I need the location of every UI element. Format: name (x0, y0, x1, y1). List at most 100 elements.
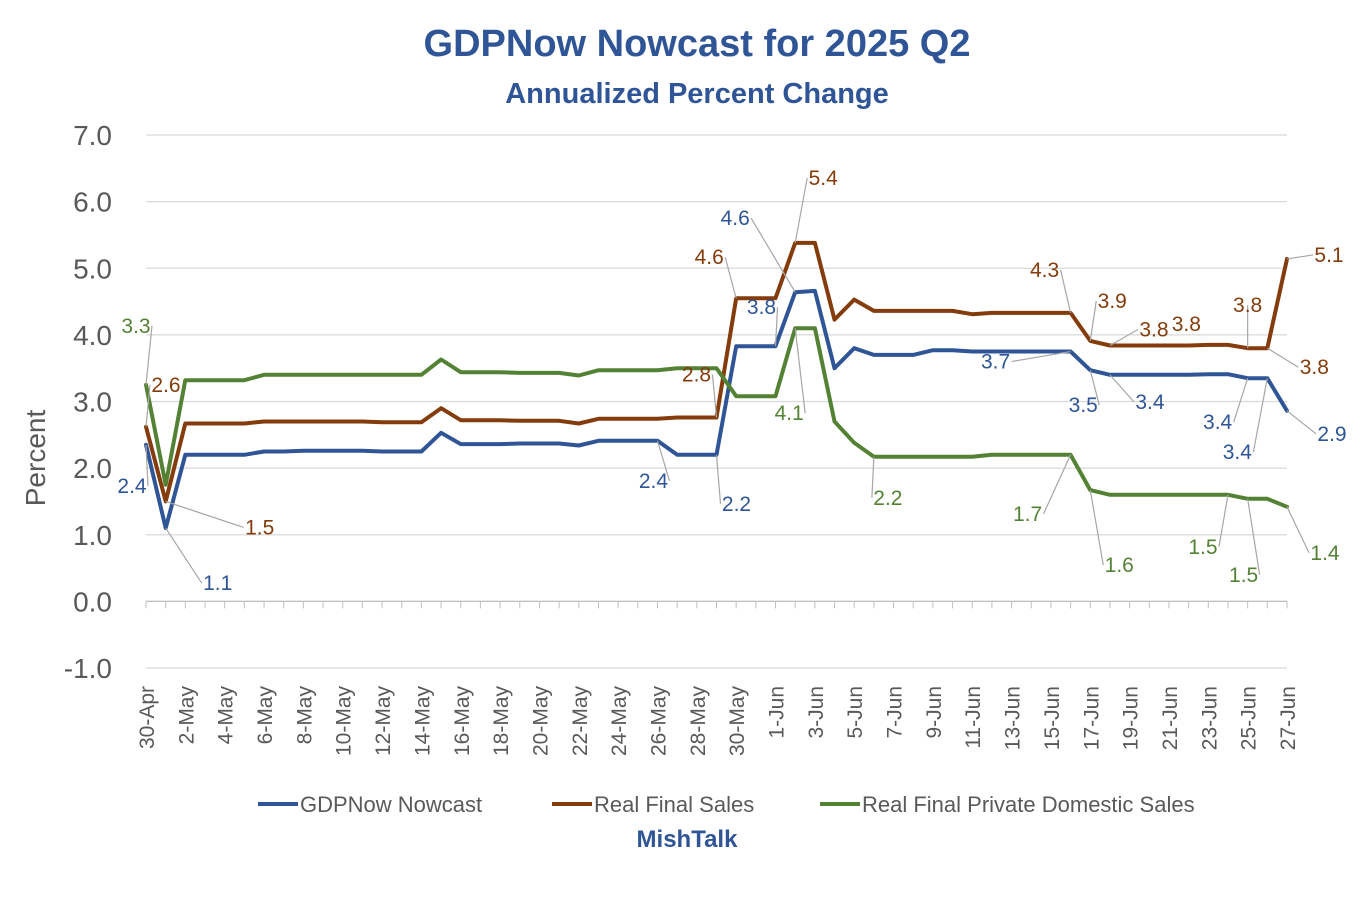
data-label-leader (165, 527, 203, 584)
data-label-leader (165, 500, 244, 529)
x-tick-label: 11-Jun (962, 686, 985, 749)
series-line-1 (144, 240, 1289, 504)
data-label: 3.7 (981, 351, 1010, 374)
x-tick-label: 7-Jun (884, 686, 907, 739)
x-tick-label: 23-Jun (1198, 686, 1221, 750)
data-label-leader (724, 257, 737, 299)
x-tick-label: 2-May (175, 686, 198, 745)
x-tick-label: 1-Jun (766, 686, 789, 739)
x-tick-label: 5-Jun (844, 686, 867, 739)
x-tick-label: 28-May (687, 686, 710, 757)
data-label-leader (871, 456, 875, 498)
gridlines (146, 134, 1287, 669)
x-tick-label: 13-Jun (1002, 686, 1025, 750)
data-label: 3.9 (1098, 290, 1127, 313)
data-label-leader (145, 444, 149, 486)
data-label: 5.1 (1314, 244, 1343, 267)
data-label-leader (750, 217, 796, 293)
data-label-leader (1252, 378, 1268, 453)
data-label: 3.4 (1223, 441, 1253, 464)
y-tick-label: 5.0 (73, 253, 112, 284)
data-label-leader (145, 384, 151, 427)
x-tick-label: 12-May (372, 686, 395, 757)
x-tick-label: 8-May (293, 686, 316, 745)
data-label-leader (1109, 374, 1135, 403)
data-label-leader (1089, 300, 1097, 341)
y-tick-label: -1.0 (64, 653, 112, 684)
x-tick-label: 25-Jun (1238, 686, 1261, 750)
data-label-leader (656, 440, 671, 481)
y-tick-label: 3.0 (73, 387, 112, 418)
data-label-leader (1247, 498, 1261, 575)
x-tick-label: 9-Jun (923, 686, 946, 739)
legend-entry: Real Final Sales (594, 792, 754, 817)
data-label: 1.5 (1188, 536, 1217, 559)
legend: GDPNow Nowcast Real Final Sales Real Final… (258, 792, 1195, 817)
x-tick-label: 14-May (411, 686, 434, 757)
legend-entry: GDPNow Nowcast (300, 792, 482, 817)
data-label: 3.8 (1139, 319, 1168, 342)
series-lines (144, 240, 1289, 531)
x-tick-label: 4-May (215, 686, 238, 745)
data-label: 2.4 (117, 475, 147, 498)
y-axis-label: Percent (20, 410, 51, 507)
x-axis: 30-Apr 2-May 4-May 6-May 8-May 10-May 12-May 14… (136, 600, 1300, 757)
data-label: 3.4 (1135, 391, 1165, 414)
data-label: 4.6 (695, 246, 724, 269)
data-label-leader (1286, 410, 1317, 435)
chart-title: GDPNow Nowcast for 2025 Q2 (424, 23, 971, 65)
data-label-leader (794, 177, 808, 244)
data-label-leader (145, 325, 153, 385)
data-label: 3.8 (747, 296, 776, 319)
data-label: 3.4 (1203, 411, 1233, 434)
data-label: 4.3 (1030, 259, 1059, 282)
y-tick-label: 1.0 (73, 520, 112, 551)
data-label-leader (715, 454, 722, 504)
data-label-leader (774, 307, 779, 347)
data-label-leader (1286, 254, 1314, 260)
source-credit: MishTalk (637, 826, 739, 853)
data-label: 2.9 (1317, 423, 1346, 446)
chart-subtitle: Annualized Percent Change (505, 78, 889, 110)
y-tick-label: 4.0 (73, 320, 112, 351)
data-label: 3.3 (121, 315, 150, 338)
data-label-leader (1011, 350, 1071, 363)
data-label-leader (1267, 347, 1299, 368)
y-tick-label: 7.0 (73, 120, 112, 151)
data-label: 3.8 (1300, 356, 1329, 379)
data-label: 2.2 (873, 487, 902, 510)
series-line-2 (144, 326, 1289, 509)
data-labels: 2.4 1.1 2.4 2.2 3.8 4.6 3.7 3.5 3.4 3.4 3.4 2.9 2.6 1… (117, 167, 1346, 595)
data-label-leader (794, 328, 806, 414)
x-tick-label: 20-May (529, 686, 552, 757)
x-tick-label: 10-May (333, 686, 356, 757)
data-label: 2.8 (682, 363, 711, 386)
data-label: 2.6 (151, 374, 180, 397)
y-axis-ticks: -1.0 0.0 1.0 2.0 3.0 4.0 5.0 6.0 7.0 (64, 120, 112, 684)
x-tick-label: 3-Jun (805, 686, 828, 739)
x-tick-label: 18-May (490, 686, 513, 757)
data-label-leader (1286, 506, 1310, 554)
data-label-leader (1060, 269, 1072, 314)
x-tick-label: 17-Jun (1080, 686, 1103, 750)
data-label-leader (1109, 329, 1139, 347)
data-label: 4.1 (775, 402, 804, 425)
x-tick-label: 22-May (569, 686, 592, 757)
data-label-leader (1218, 494, 1229, 547)
data-label: 1.6 (1105, 554, 1134, 577)
data-label: 3.8 (1233, 294, 1262, 317)
data-label: 3.8 (1172, 313, 1201, 336)
data-label: 4.6 (721, 207, 750, 230)
x-tick-label: 30-Apr (136, 686, 159, 749)
data-label: 1.7 (1013, 503, 1042, 526)
x-tick-label: 21-Jun (1159, 686, 1182, 750)
data-label-leader (1089, 490, 1104, 566)
y-tick-label: 2.0 (73, 453, 112, 484)
data-label: 1.1 (203, 572, 232, 595)
x-tick-label: 27-Jun (1277, 686, 1300, 750)
data-label: 2.4 (639, 470, 669, 493)
x-tick-label: 26-May (647, 686, 670, 757)
x-tick-label: 24-May (608, 686, 631, 757)
x-tick-label: 6-May (254, 686, 277, 745)
